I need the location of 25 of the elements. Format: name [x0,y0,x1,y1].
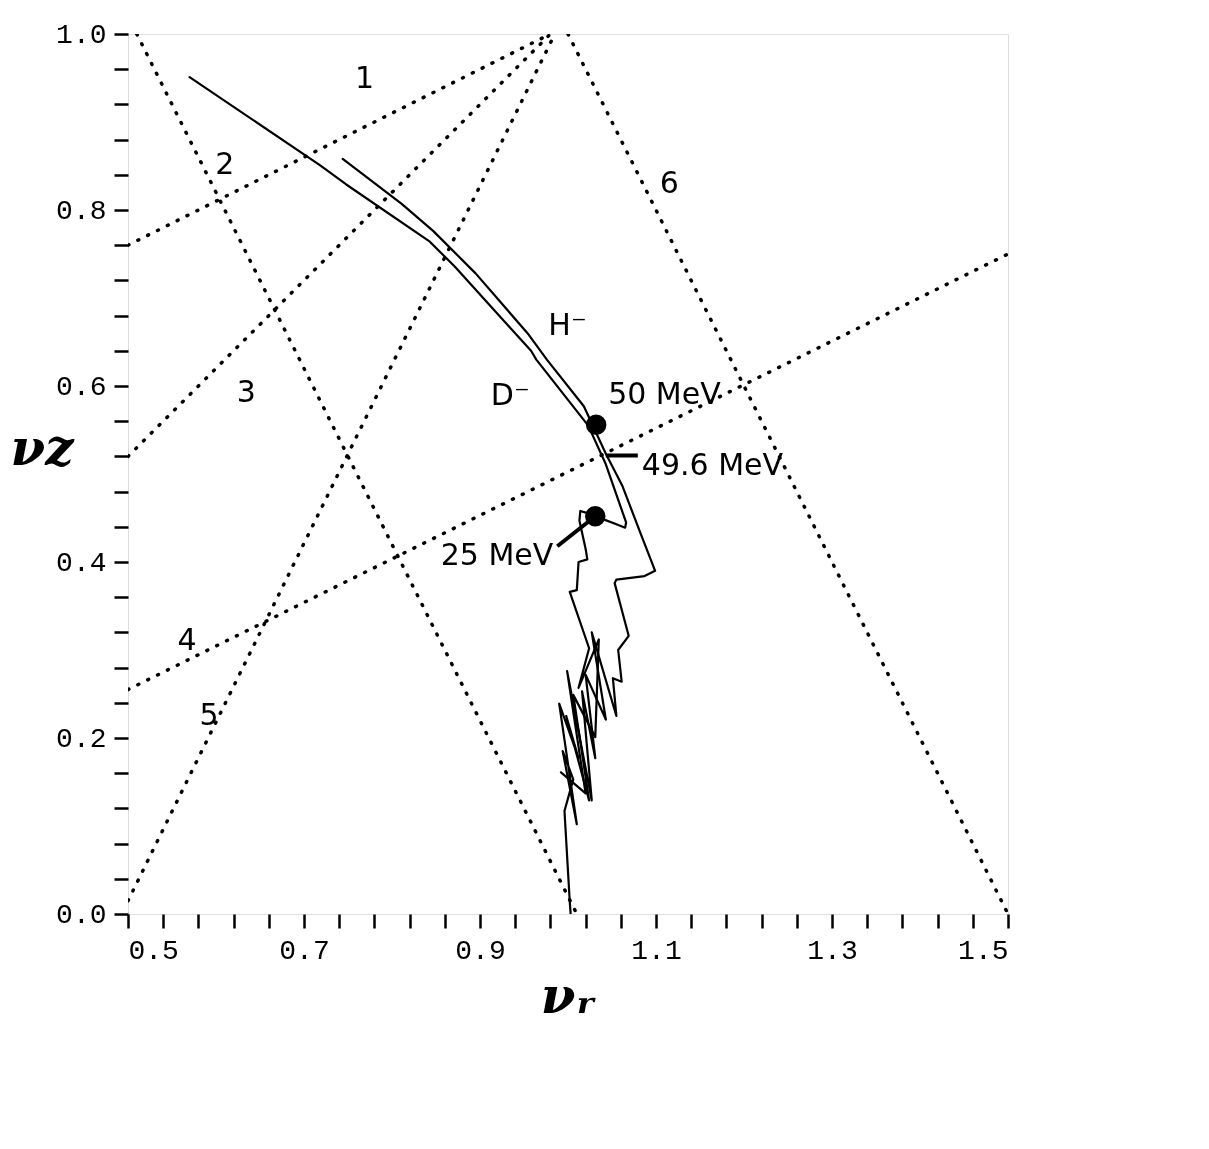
y-tick-label: 0.0 [56,899,107,931]
series-label: 4 [177,622,197,658]
y-tick-label: 0.4 [56,547,107,579]
x-tick-label: 1.3 [807,935,858,967]
x-tick-label: 0.7 [279,935,330,967]
series-label: H⁻ [548,307,587,343]
x-tick-label: 1.1 [631,935,682,967]
series-label: 3 [236,374,256,410]
x-tick-label: 1.5 [958,935,1009,967]
series-label: 1 [355,59,375,95]
y-tick-label: 0.2 [56,723,107,755]
y-tick-label: 0.6 [56,371,107,403]
series-label: D⁻ [490,376,530,412]
series-label: 5 [199,697,219,733]
annotation: 49.6 MeV [641,446,784,482]
series-label: 6 [659,165,679,201]
x-tick-label: 0.9 [455,935,506,967]
annotation: 50 MeV [608,375,722,411]
x-tick-label: 0.5 [128,935,179,967]
x-axis-title: νᵣ [540,965,597,1025]
series-label: 2 [215,146,235,181]
y-tick-label: 1.0 [56,19,107,51]
annotation: 25 MeV [440,537,554,573]
y-tick-label: 0.8 [56,195,107,227]
y-axis-title: νz [10,417,76,477]
